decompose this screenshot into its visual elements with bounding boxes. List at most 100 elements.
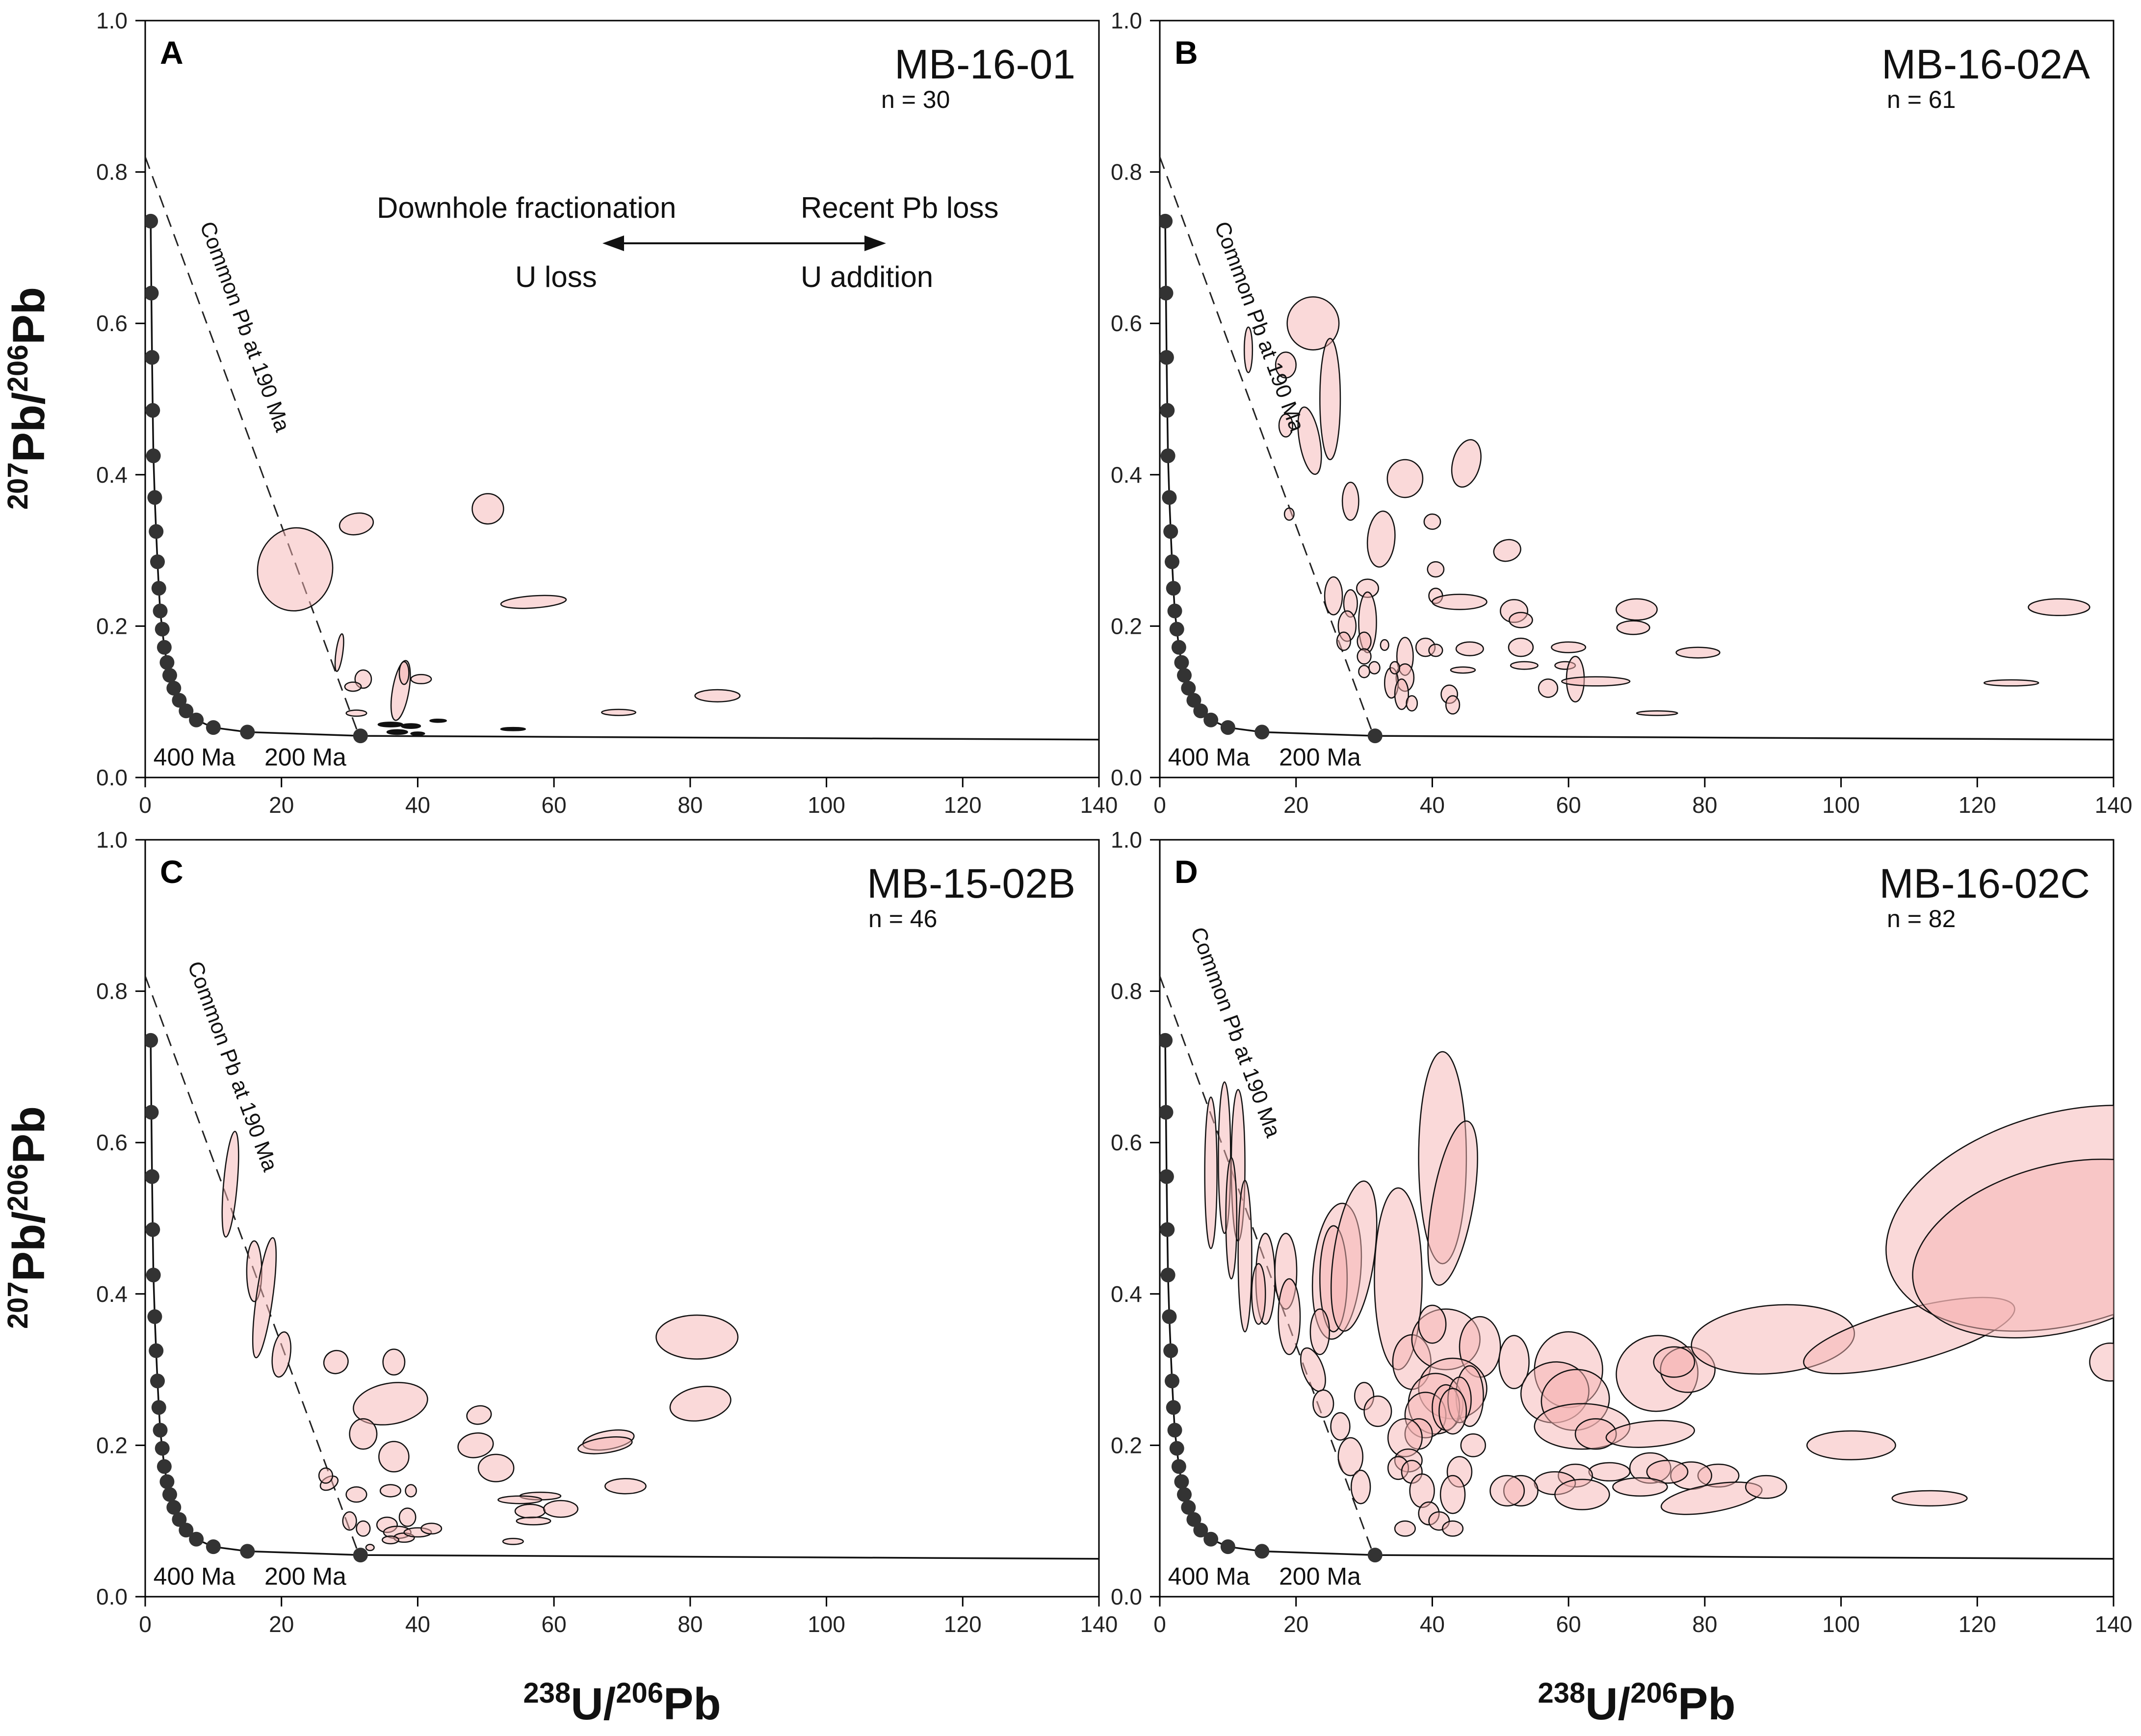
y-tick-label: 0.8 (96, 159, 128, 185)
x-axis-title-left: 238U/206Pb (523, 1677, 721, 1729)
y-tick-label: 0.6 (96, 1130, 128, 1155)
age-label-200: 200 Ma (1279, 743, 1361, 771)
axis-title-text: U/ (1585, 1679, 1630, 1729)
concordia-point (1160, 285, 1174, 301)
data-ellipse (1324, 576, 1343, 616)
concordia-point (240, 1544, 255, 1559)
y-tick-label: 1.0 (96, 827, 128, 853)
data-ellipse (379, 1484, 401, 1498)
data-ellipse (334, 633, 344, 672)
data-ellipse (1554, 1478, 1610, 1510)
concordia-point (1203, 1531, 1219, 1547)
axis-title-text: Pb/ (4, 1211, 54, 1281)
concordia-point (155, 622, 170, 637)
concordia-point (1220, 720, 1235, 735)
data-ellipse (1275, 351, 1297, 379)
age-label-400: 400 Ma (154, 1562, 235, 1590)
sample-name: MB-16-01 (894, 41, 1075, 87)
concordia-curve (150, 1040, 1099, 1560)
concordia-point (1174, 655, 1189, 670)
concordia-point (157, 1459, 172, 1474)
y-tick-label: 1.0 (1111, 827, 1142, 853)
data-ellipse (1450, 666, 1476, 674)
data-ellipse (1336, 631, 1352, 651)
y-tick-label: 0.6 (1111, 311, 1142, 336)
concordia-point (147, 1309, 162, 1324)
data-ellipse (1636, 710, 1678, 716)
y-tick-label: 0.4 (1111, 1281, 1142, 1307)
data-ellipse (1366, 510, 1396, 568)
data-ellipse (1653, 1346, 1696, 1378)
plot-frame (1159, 20, 2115, 778)
concordia-point (1162, 1309, 1177, 1324)
data-ellipse (1605, 1420, 1695, 1448)
x-tick-label: 100 (808, 792, 845, 818)
data-ellipse (1300, 1347, 1326, 1392)
axis-title-text: Pb (4, 287, 54, 345)
x-tick-label: 0 (1153, 1611, 1166, 1637)
data-ellipse (1616, 620, 1650, 635)
x-axis-title-right: 238U/206Pb (1538, 1677, 1735, 1729)
x-tick-label: 20 (1283, 792, 1308, 818)
data-ellipse (1451, 439, 1482, 488)
x-tick-label: 140 (1080, 1611, 1118, 1637)
data-ellipse (1675, 647, 1721, 659)
concordia-point (155, 1441, 170, 1456)
data-ellipse (1438, 1388, 1467, 1435)
x-tick-label: 20 (1283, 1611, 1308, 1637)
common-pb-label: Common Pb at 190 Ma (195, 218, 295, 435)
data-ellipse (604, 1478, 647, 1495)
x-tick-label: 0 (139, 792, 152, 818)
data-ellipse (1386, 459, 1424, 498)
x-tick-label: 100 (1822, 792, 1860, 818)
concordia-curve (1164, 221, 2114, 741)
data-ellipse (398, 661, 410, 685)
concordia-point (1160, 1268, 1175, 1283)
concordia-point (1169, 622, 1184, 637)
concordia-point (1181, 1500, 1196, 1515)
x-tick-label: 140 (1080, 792, 1118, 818)
concordia-point (1186, 1512, 1201, 1527)
axis-title-superscript: 206 (2, 344, 34, 392)
data-ellipse (1423, 513, 1441, 530)
sample-name: MB-16-02C (1880, 860, 2090, 907)
sample-n: n = 82 (1887, 905, 1956, 933)
panel-c: 0 20 40 60 80 100 120 140 0.0 0.2 0.4 0.6 0.8 1.0 400 … (96, 827, 1118, 1637)
age-label-200: 200 Ma (264, 743, 346, 771)
panel-letter: B (1175, 34, 1198, 71)
x-tick-label: 80 (1692, 1611, 1717, 1637)
concordia-point (1176, 1487, 1192, 1502)
data-ellipse (1510, 661, 1539, 670)
concordia-point (1163, 1343, 1178, 1358)
concordia-point (166, 680, 182, 696)
panel-b: 0 20 40 60 80 100 120 140 0.0 0.2 0.4 0.6 0.8 1.0 400 … (1111, 8, 2132, 818)
data-ellipse (1380, 639, 1389, 651)
age-label-400: 400 Ma (1168, 743, 1250, 771)
x-tick-label: 140 (2095, 1611, 2133, 1637)
data-ellipse (514, 1503, 546, 1519)
plot-content (1160, 156, 2114, 744)
common-pb-line (145, 156, 362, 740)
y-tick-label: 0.8 (1111, 159, 1142, 185)
data-ellipse (1498, 1335, 1530, 1389)
x-tick-label: 40 (1420, 792, 1445, 818)
concordia-point (151, 1400, 166, 1415)
concordia-point (166, 1500, 182, 1515)
axis-title-text: Pb/ (4, 392, 54, 462)
data-ellipse (1442, 1520, 1464, 1537)
concordia-point (145, 213, 158, 229)
x-tick-label: 80 (1692, 792, 1717, 818)
x-tick-label: 40 (405, 792, 430, 818)
data-ellipse (365, 1544, 375, 1552)
y-tick-label: 0.6 (1111, 1130, 1142, 1155)
axis-title-superscript: 206 (2, 1164, 34, 1211)
concordia-point (353, 728, 368, 744)
concordia-point (1167, 603, 1182, 619)
concordia-point (162, 668, 177, 683)
concordia-point (151, 581, 166, 596)
data-ellipse (1806, 1430, 1896, 1460)
concordia-point (159, 1474, 175, 1489)
data-ellipse (466, 1405, 492, 1425)
data-ellipse (1319, 337, 1341, 461)
concordia-point (1181, 680, 1196, 696)
